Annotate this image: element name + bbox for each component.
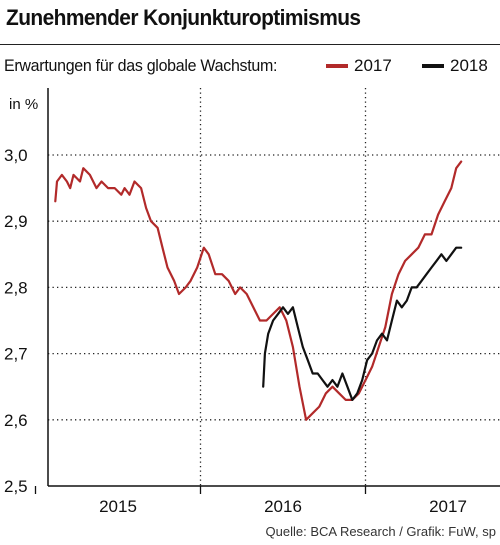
source-note: Quelle: BCA Research / Grafik: FuW, sp: [265, 524, 496, 539]
y-tick-label-2,9: 2,9: [4, 212, 28, 231]
legend-swatch-2018: [422, 64, 444, 68]
series-line-2017: [54, 160, 463, 421]
y-tick-label-2,6: 2,6: [4, 411, 28, 430]
y-tick-label-2,5: 2,5: [4, 477, 28, 496]
chart-subtitle: Erwartungen für das globale Wachstum:: [4, 56, 278, 75]
y-tick-label-2,7: 2,7: [4, 345, 28, 364]
series-line-2018: [262, 246, 463, 401]
legend-item-2018: 2018: [422, 56, 488, 76]
y-tick-label-2,8: 2,8: [4, 278, 28, 297]
legend-swatch-2017: [326, 64, 348, 68]
axis-layer: 2,5 2,6 2,7 2,8 2,9 3,0 2015 2016 2017: [4, 88, 500, 516]
y-tick-label-3,0: 3,0: [4, 146, 28, 165]
grid-layer: [48, 88, 500, 486]
x-tick-label-2015: 2015: [99, 497, 137, 516]
x-tick-label-2017: 2017: [429, 497, 467, 516]
series-layer: [54, 160, 463, 421]
y-axis-unit: in %: [9, 96, 39, 113]
chart-title: Zunehmender Konjunkturoptimismus: [6, 5, 361, 30]
title-divider: [0, 44, 500, 45]
legend-label-2018: 2018: [450, 56, 488, 75]
legend-label-2017: 2017: [354, 56, 392, 75]
x-tick-label-2016: 2016: [264, 497, 302, 516]
legend-item-2017: 2017: [326, 56, 392, 76]
